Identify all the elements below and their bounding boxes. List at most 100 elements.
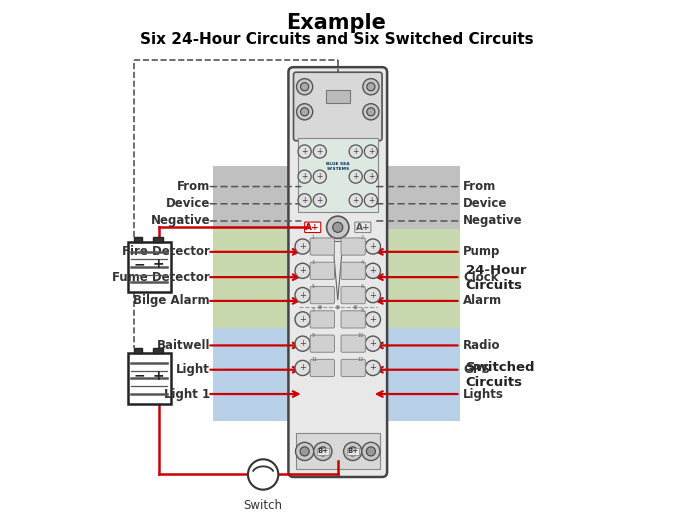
Text: −: − (134, 369, 145, 383)
FancyBboxPatch shape (293, 72, 382, 141)
FancyBboxPatch shape (310, 262, 334, 280)
Circle shape (349, 194, 362, 207)
Circle shape (295, 312, 310, 327)
Circle shape (295, 263, 310, 279)
Text: Baitwell: Baitwell (157, 339, 210, 352)
Text: +: + (153, 369, 165, 383)
FancyBboxPatch shape (341, 286, 365, 304)
Text: +: + (299, 315, 306, 324)
Circle shape (298, 145, 311, 158)
Text: 9: 9 (312, 333, 315, 337)
Text: Negative: Negative (150, 214, 210, 228)
Text: Pump: Pump (463, 245, 500, 259)
Text: +: + (353, 172, 359, 181)
Circle shape (248, 459, 279, 490)
FancyBboxPatch shape (326, 90, 350, 103)
Circle shape (363, 104, 379, 120)
Text: +: + (353, 147, 359, 156)
Circle shape (348, 447, 357, 456)
Circle shape (365, 312, 380, 327)
Circle shape (301, 108, 309, 116)
Text: Negative: Negative (463, 214, 523, 228)
FancyBboxPatch shape (341, 359, 365, 376)
Text: 6: 6 (361, 284, 364, 289)
FancyBboxPatch shape (153, 348, 163, 353)
Text: B+: B+ (317, 449, 328, 454)
Circle shape (365, 336, 380, 351)
Circle shape (364, 194, 378, 207)
Circle shape (295, 239, 310, 254)
Text: +: + (369, 242, 376, 251)
FancyBboxPatch shape (134, 237, 142, 242)
Text: +: + (369, 315, 376, 324)
Circle shape (349, 170, 362, 183)
Circle shape (313, 194, 326, 207)
FancyBboxPatch shape (128, 242, 171, 293)
Text: BLUE SEA
SYSTEMS: BLUE SEA SYSTEMS (326, 162, 349, 170)
FancyBboxPatch shape (310, 311, 334, 328)
Text: 1: 1 (312, 235, 315, 241)
Text: 8: 8 (361, 308, 364, 313)
Text: +: + (299, 242, 306, 251)
Text: 11: 11 (312, 357, 318, 362)
Circle shape (295, 442, 314, 460)
FancyBboxPatch shape (213, 328, 460, 421)
Text: A+: A+ (306, 223, 320, 232)
FancyBboxPatch shape (310, 238, 334, 255)
Circle shape (367, 108, 375, 116)
Text: +: + (316, 172, 323, 181)
FancyBboxPatch shape (310, 286, 334, 304)
Text: 7: 7 (312, 308, 315, 313)
Circle shape (313, 145, 326, 158)
Text: +: + (302, 196, 308, 205)
Circle shape (297, 79, 313, 95)
FancyBboxPatch shape (134, 348, 142, 353)
Circle shape (295, 360, 310, 375)
FancyBboxPatch shape (213, 166, 460, 232)
Circle shape (365, 239, 380, 254)
Circle shape (295, 287, 310, 303)
Text: +: + (367, 196, 374, 205)
Circle shape (318, 305, 322, 310)
Text: A+: A+ (355, 223, 370, 232)
FancyBboxPatch shape (153, 237, 163, 242)
Text: +: + (367, 147, 374, 156)
Circle shape (362, 442, 380, 460)
FancyBboxPatch shape (341, 262, 365, 280)
Text: Light: Light (176, 363, 210, 376)
Text: 12: 12 (357, 357, 364, 362)
Circle shape (365, 287, 380, 303)
Circle shape (298, 170, 311, 183)
Text: +: + (369, 339, 376, 348)
Circle shape (297, 104, 313, 120)
Text: +: + (302, 147, 308, 156)
Text: +: + (369, 290, 376, 300)
Text: 4: 4 (361, 260, 364, 265)
Text: Example: Example (287, 13, 386, 32)
Text: Light 1: Light 1 (164, 387, 210, 401)
Text: +: + (369, 364, 376, 372)
FancyBboxPatch shape (213, 229, 460, 328)
Text: From: From (463, 180, 496, 193)
Circle shape (332, 222, 343, 232)
Text: 10: 10 (357, 333, 364, 337)
Circle shape (326, 216, 349, 238)
Text: B+: B+ (347, 449, 358, 454)
Circle shape (298, 194, 311, 207)
FancyBboxPatch shape (296, 434, 380, 469)
Circle shape (313, 170, 326, 183)
Text: 2: 2 (361, 235, 364, 241)
Text: +: + (369, 266, 376, 276)
Text: Fire Detector: Fire Detector (122, 245, 210, 259)
Circle shape (365, 263, 380, 279)
FancyBboxPatch shape (310, 335, 334, 352)
FancyBboxPatch shape (297, 138, 378, 212)
Text: Switch: Switch (244, 499, 283, 512)
Circle shape (364, 145, 378, 158)
Text: Alarm: Alarm (463, 295, 502, 307)
Text: Radio: Radio (463, 339, 501, 352)
Text: 5: 5 (312, 284, 315, 289)
Circle shape (353, 305, 357, 310)
Circle shape (366, 447, 376, 456)
Text: +: + (299, 290, 306, 300)
